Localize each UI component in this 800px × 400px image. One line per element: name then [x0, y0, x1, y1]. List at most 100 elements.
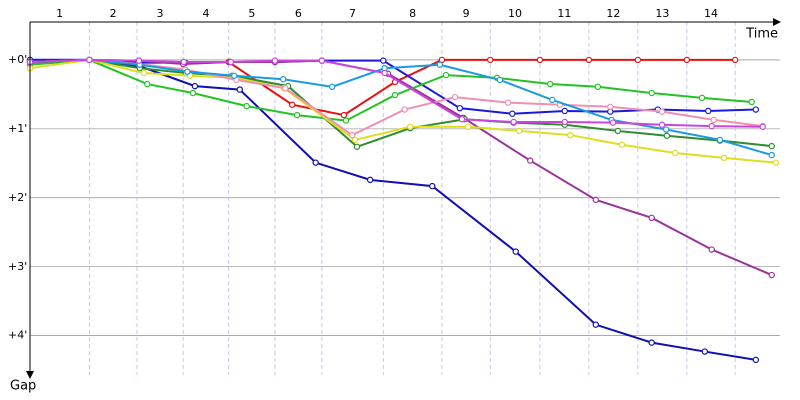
point — [464, 123, 472, 130]
point — [456, 104, 464, 112]
point — [662, 126, 670, 133]
lap-label: 4 — [202, 7, 209, 20]
point — [607, 103, 614, 111]
lap-label: 3 — [157, 7, 164, 20]
point — [282, 84, 289, 92]
point — [752, 356, 760, 364]
lap-label: 13 — [655, 7, 669, 20]
point — [701, 348, 708, 355]
point — [458, 116, 466, 123]
point — [366, 176, 374, 184]
point — [191, 82, 199, 90]
lap-label: 5 — [248, 7, 255, 20]
y-tick-label: +4' — [8, 329, 27, 342]
y-tick-label: +0' — [8, 53, 27, 66]
point — [731, 56, 739, 64]
y-tick-label: +1' — [8, 122, 27, 135]
lap-label: 7 — [349, 7, 356, 20]
point — [451, 93, 459, 101]
point — [648, 339, 655, 346]
point — [609, 119, 617, 126]
point — [180, 58, 188, 66]
point — [658, 121, 666, 128]
point — [614, 127, 622, 135]
point — [487, 56, 494, 64]
point — [768, 271, 775, 279]
point — [135, 57, 143, 64]
point — [442, 71, 450, 79]
y-tick-label: +3' — [8, 260, 27, 273]
point — [549, 96, 556, 104]
point — [663, 132, 671, 139]
point — [280, 76, 287, 83]
point — [189, 89, 197, 97]
point — [351, 136, 359, 144]
point — [752, 106, 760, 113]
point — [293, 111, 301, 119]
lap-label: 1 — [56, 7, 63, 20]
point — [86, 56, 93, 64]
point — [720, 154, 728, 162]
point — [144, 80, 151, 88]
point — [772, 159, 780, 166]
point — [648, 214, 655, 222]
point — [504, 99, 512, 106]
point — [436, 61, 444, 68]
y-tick-label: +2' — [8, 191, 27, 204]
point — [708, 246, 715, 253]
lap-label: 11 — [557, 7, 571, 20]
point — [401, 106, 408, 113]
point — [768, 151, 775, 159]
point — [594, 83, 602, 91]
point — [708, 122, 715, 130]
lap-label: 12 — [606, 7, 620, 20]
point — [271, 57, 279, 64]
point — [329, 83, 336, 91]
point — [567, 131, 574, 139]
point — [515, 127, 523, 135]
point — [318, 57, 326, 64]
point — [748, 98, 755, 106]
point — [759, 123, 766, 130]
point — [243, 102, 250, 110]
point — [561, 118, 568, 126]
point — [561, 107, 568, 115]
point — [592, 321, 599, 328]
point — [716, 136, 724, 144]
point — [592, 196, 599, 204]
point — [380, 57, 387, 64]
lap-label: 10 — [508, 7, 522, 20]
point — [342, 117, 350, 124]
point — [288, 101, 296, 108]
lap-label: 14 — [704, 7, 718, 20]
lap-label: 2 — [110, 7, 117, 20]
lap-label: 6 — [295, 7, 302, 20]
point — [585, 56, 593, 64]
point — [510, 118, 517, 126]
point — [496, 76, 504, 84]
point — [512, 248, 519, 255]
point — [768, 142, 775, 150]
point — [312, 159, 319, 166]
point — [227, 58, 234, 66]
point — [184, 68, 191, 75]
point — [140, 69, 148, 77]
point — [236, 86, 243, 93]
point — [618, 141, 626, 148]
point — [634, 56, 642, 64]
point — [547, 80, 554, 88]
point — [536, 56, 544, 64]
point — [658, 108, 666, 115]
point — [231, 72, 238, 79]
lap-label: 9 — [463, 7, 470, 20]
point — [349, 131, 356, 139]
point — [429, 182, 436, 190]
point — [705, 107, 712, 115]
point — [648, 89, 655, 97]
point — [340, 111, 348, 119]
point — [698, 94, 706, 102]
point — [683, 56, 691, 64]
x-axis-label: Time — [745, 27, 778, 42]
point — [381, 69, 388, 77]
